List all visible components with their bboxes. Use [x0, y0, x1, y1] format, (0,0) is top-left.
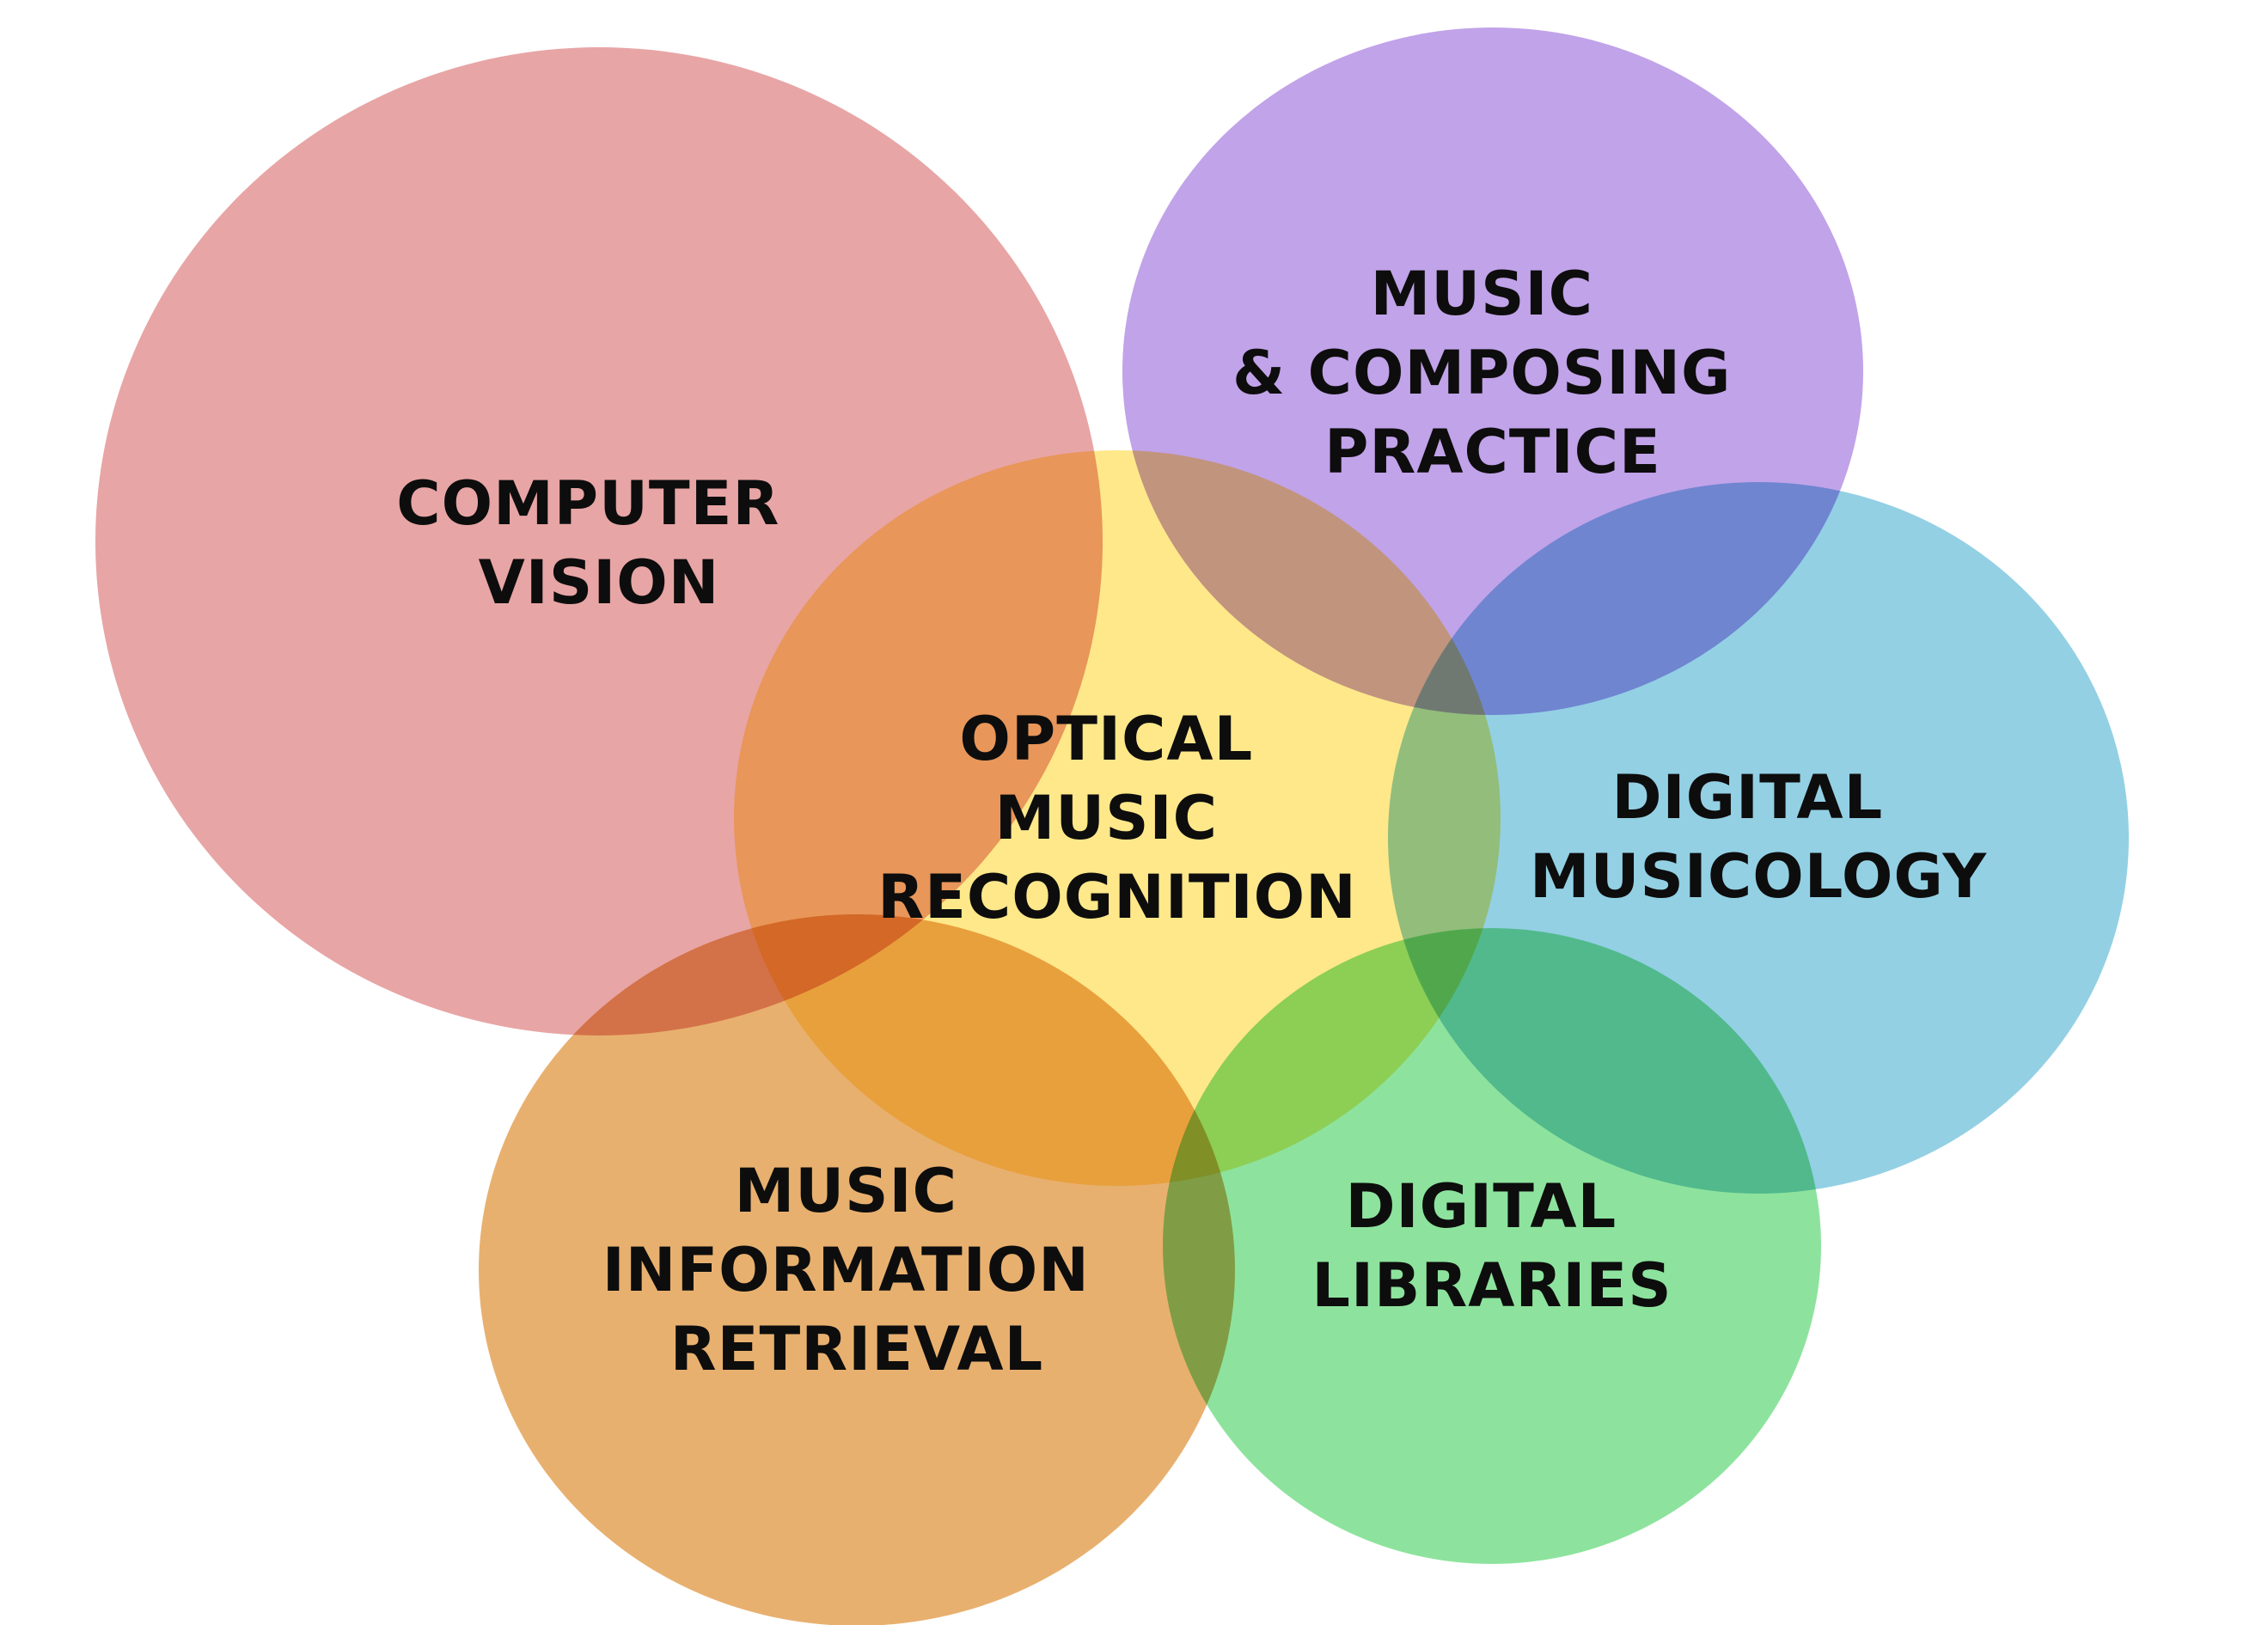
label-computer-vision: COMPUTER VISION	[396, 468, 802, 618]
label-digital-musicology-line-2: MUSICOLOGY	[1530, 841, 1987, 912]
label-music-information-retrieval-line-3: RETRIEVAL	[670, 1314, 1043, 1384]
circle-optical-music-recognition-shape	[734, 450, 1501, 1186]
label-digital-musicology-line-1: DIGITAL	[1611, 762, 1883, 833]
label-digital-musicology: DIGITAL MUSICOLOGY	[1530, 762, 1987, 912]
label-music-composing-line-3: PRACTICE	[1324, 417, 1661, 487]
label-optical-music-recognition: OPTICAL MUSIC RECOGNITION	[877, 704, 1357, 932]
label-music-composing: MUSIC & COMPOSING PRACTICE	[1232, 259, 1753, 487]
label-music-information-retrieval-line-2: INFORMATION	[602, 1235, 1090, 1305]
label-computer-vision-line-1: COMPUTER	[396, 468, 779, 539]
label-optical-music-recognition-line-3: RECOGNITION	[877, 862, 1357, 932]
label-optical-music-recognition-line-1: OPTICAL	[959, 704, 1253, 774]
label-digital-libraries-line-2: LIBRARIES	[1311, 1250, 1672, 1321]
label-music-information-retrieval-line-1: MUSIC	[735, 1156, 957, 1226]
label-optical-music-recognition-line-2: MUSIC	[995, 783, 1218, 853]
label-music-information-retrieval: MUSIC INFORMATION RETRIEVAL	[602, 1156, 1112, 1384]
label-music-composing-line-1: MUSIC	[1371, 259, 1593, 329]
label-digital-libraries: DIGITAL LIBRARIES	[1311, 1171, 1672, 1321]
label-music-composing-line-2: & COMPOSING	[1232, 338, 1731, 408]
label-computer-vision-line-2: VISION	[479, 547, 720, 618]
label-digital-libraries-line-1: DIGITAL	[1345, 1171, 1617, 1242]
circle-optical-music-recognition	[734, 450, 1501, 1186]
